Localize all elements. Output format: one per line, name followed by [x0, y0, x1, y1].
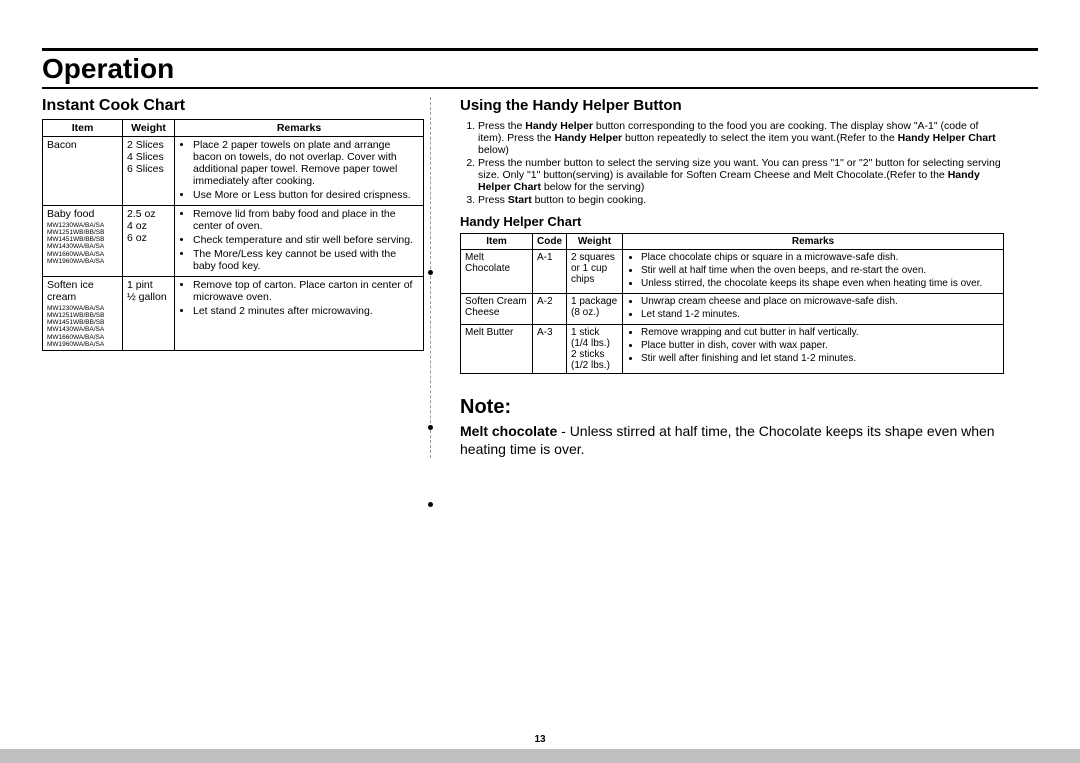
th-remarks: Remarks	[175, 120, 424, 137]
th-remarks: Remarks	[623, 234, 1004, 250]
th-item: Item	[461, 234, 533, 250]
cell-remarks: Remove top of carton. Place carton in ce…	[175, 277, 424, 351]
cell-remarks: Place 2 paper towels on plate and arrang…	[175, 137, 424, 206]
divider-dot	[428, 270, 433, 275]
page-title: Operation	[42, 53, 1038, 85]
cell-code: A-3	[533, 325, 567, 374]
handy-helper-heading: Using the Handy Helper Button	[460, 97, 1004, 114]
column-divider	[430, 97, 444, 458]
table-row: Soften ice creamMW1230WA/BA/SAMW1251WB/B…	[43, 277, 424, 351]
step-2: Press the number button to select the se…	[478, 157, 1004, 193]
left-column: Instant Cook Chart Item Weight Remarks B…	[42, 97, 424, 458]
cell-item: Melt Butter	[461, 325, 533, 374]
cell-item: Melt Chocolate	[461, 250, 533, 294]
th-item: Item	[43, 120, 123, 137]
cell-remarks: Place chocolate chips or square in a mic…	[623, 250, 1004, 294]
cell-code: A-2	[533, 294, 567, 325]
page-number: 13	[0, 734, 1080, 745]
divider-dot	[428, 502, 433, 507]
cell-remarks: Remove wrapping and cut butter in half v…	[623, 325, 1004, 374]
step-1: Press the Handy Helper button correspond…	[478, 120, 1004, 156]
table-row: Soften Cream CheeseA-21 package (8 oz.)U…	[461, 294, 1004, 325]
cell-remarks: Remove lid from baby food and place in t…	[175, 206, 424, 277]
cell-code: A-1	[533, 250, 567, 294]
cell-weight: 1 package (8 oz.)	[567, 294, 623, 325]
cell-weight: 1 pint½ gallon	[123, 277, 175, 351]
cell-item: Baby foodMW1230WA/BA/SAMW1251WB/BB/SBMW1…	[43, 206, 123, 277]
divider-dot	[428, 425, 433, 430]
table-row: Melt ChocolateA-12 squares or 1 cup chip…	[461, 250, 1004, 294]
title-underline	[42, 87, 1038, 89]
note-block: Note: Melt chocolate - Unless stirred at…	[460, 396, 1004, 458]
handy-helper-table: Item Code Weight Remarks Melt ChocolateA…	[460, 233, 1004, 374]
table-row: Baby foodMW1230WA/BA/SAMW1251WB/BB/SBMW1…	[43, 206, 424, 277]
step-3: Press Start button to begin cooking.	[478, 194, 1004, 206]
cell-remarks: Unwrap cream cheese and place on microwa…	[623, 294, 1004, 325]
cell-weight: 2 squares or 1 cup chips	[567, 250, 623, 294]
note-text: Melt chocolate - Unless stirred at half …	[460, 423, 1004, 458]
cell-item: Soften ice creamMW1230WA/BA/SAMW1251WB/B…	[43, 277, 123, 351]
handy-helper-steps: Press the Handy Helper button correspond…	[460, 120, 1004, 206]
table-row: Bacon2 Slices4 Slices6 SlicesPlace 2 pap…	[43, 137, 424, 206]
handy-helper-chart-heading: Handy Helper Chart	[460, 214, 1004, 229]
right-column: Using the Handy Helper Button Press the …	[444, 97, 1004, 458]
th-weight: Weight	[123, 120, 175, 137]
table-row: Melt ButterA-31 stick (1/4 lbs.) 2 stick…	[461, 325, 1004, 374]
cell-weight: 2.5 oz4 oz6 oz	[123, 206, 175, 277]
cell-weight: 2 Slices4 Slices6 Slices	[123, 137, 175, 206]
th-code: Code	[533, 234, 567, 250]
bottom-shadow	[0, 749, 1080, 763]
manual-page: Operation Instant Cook Chart Item Weight…	[0, 0, 1080, 763]
cell-item: Soften Cream Cheese	[461, 294, 533, 325]
note-title: Note:	[460, 396, 1004, 419]
instant-cook-heading: Instant Cook Chart	[42, 97, 424, 115]
instant-cook-table: Item Weight Remarks Bacon2 Slices4 Slice…	[42, 119, 424, 351]
cell-item: Bacon	[43, 137, 123, 206]
cell-weight: 1 stick (1/4 lbs.) 2 sticks (1/2 lbs.)	[567, 325, 623, 374]
columns: Instant Cook Chart Item Weight Remarks B…	[42, 97, 1038, 458]
top-rule	[42, 48, 1038, 51]
th-weight: Weight	[567, 234, 623, 250]
